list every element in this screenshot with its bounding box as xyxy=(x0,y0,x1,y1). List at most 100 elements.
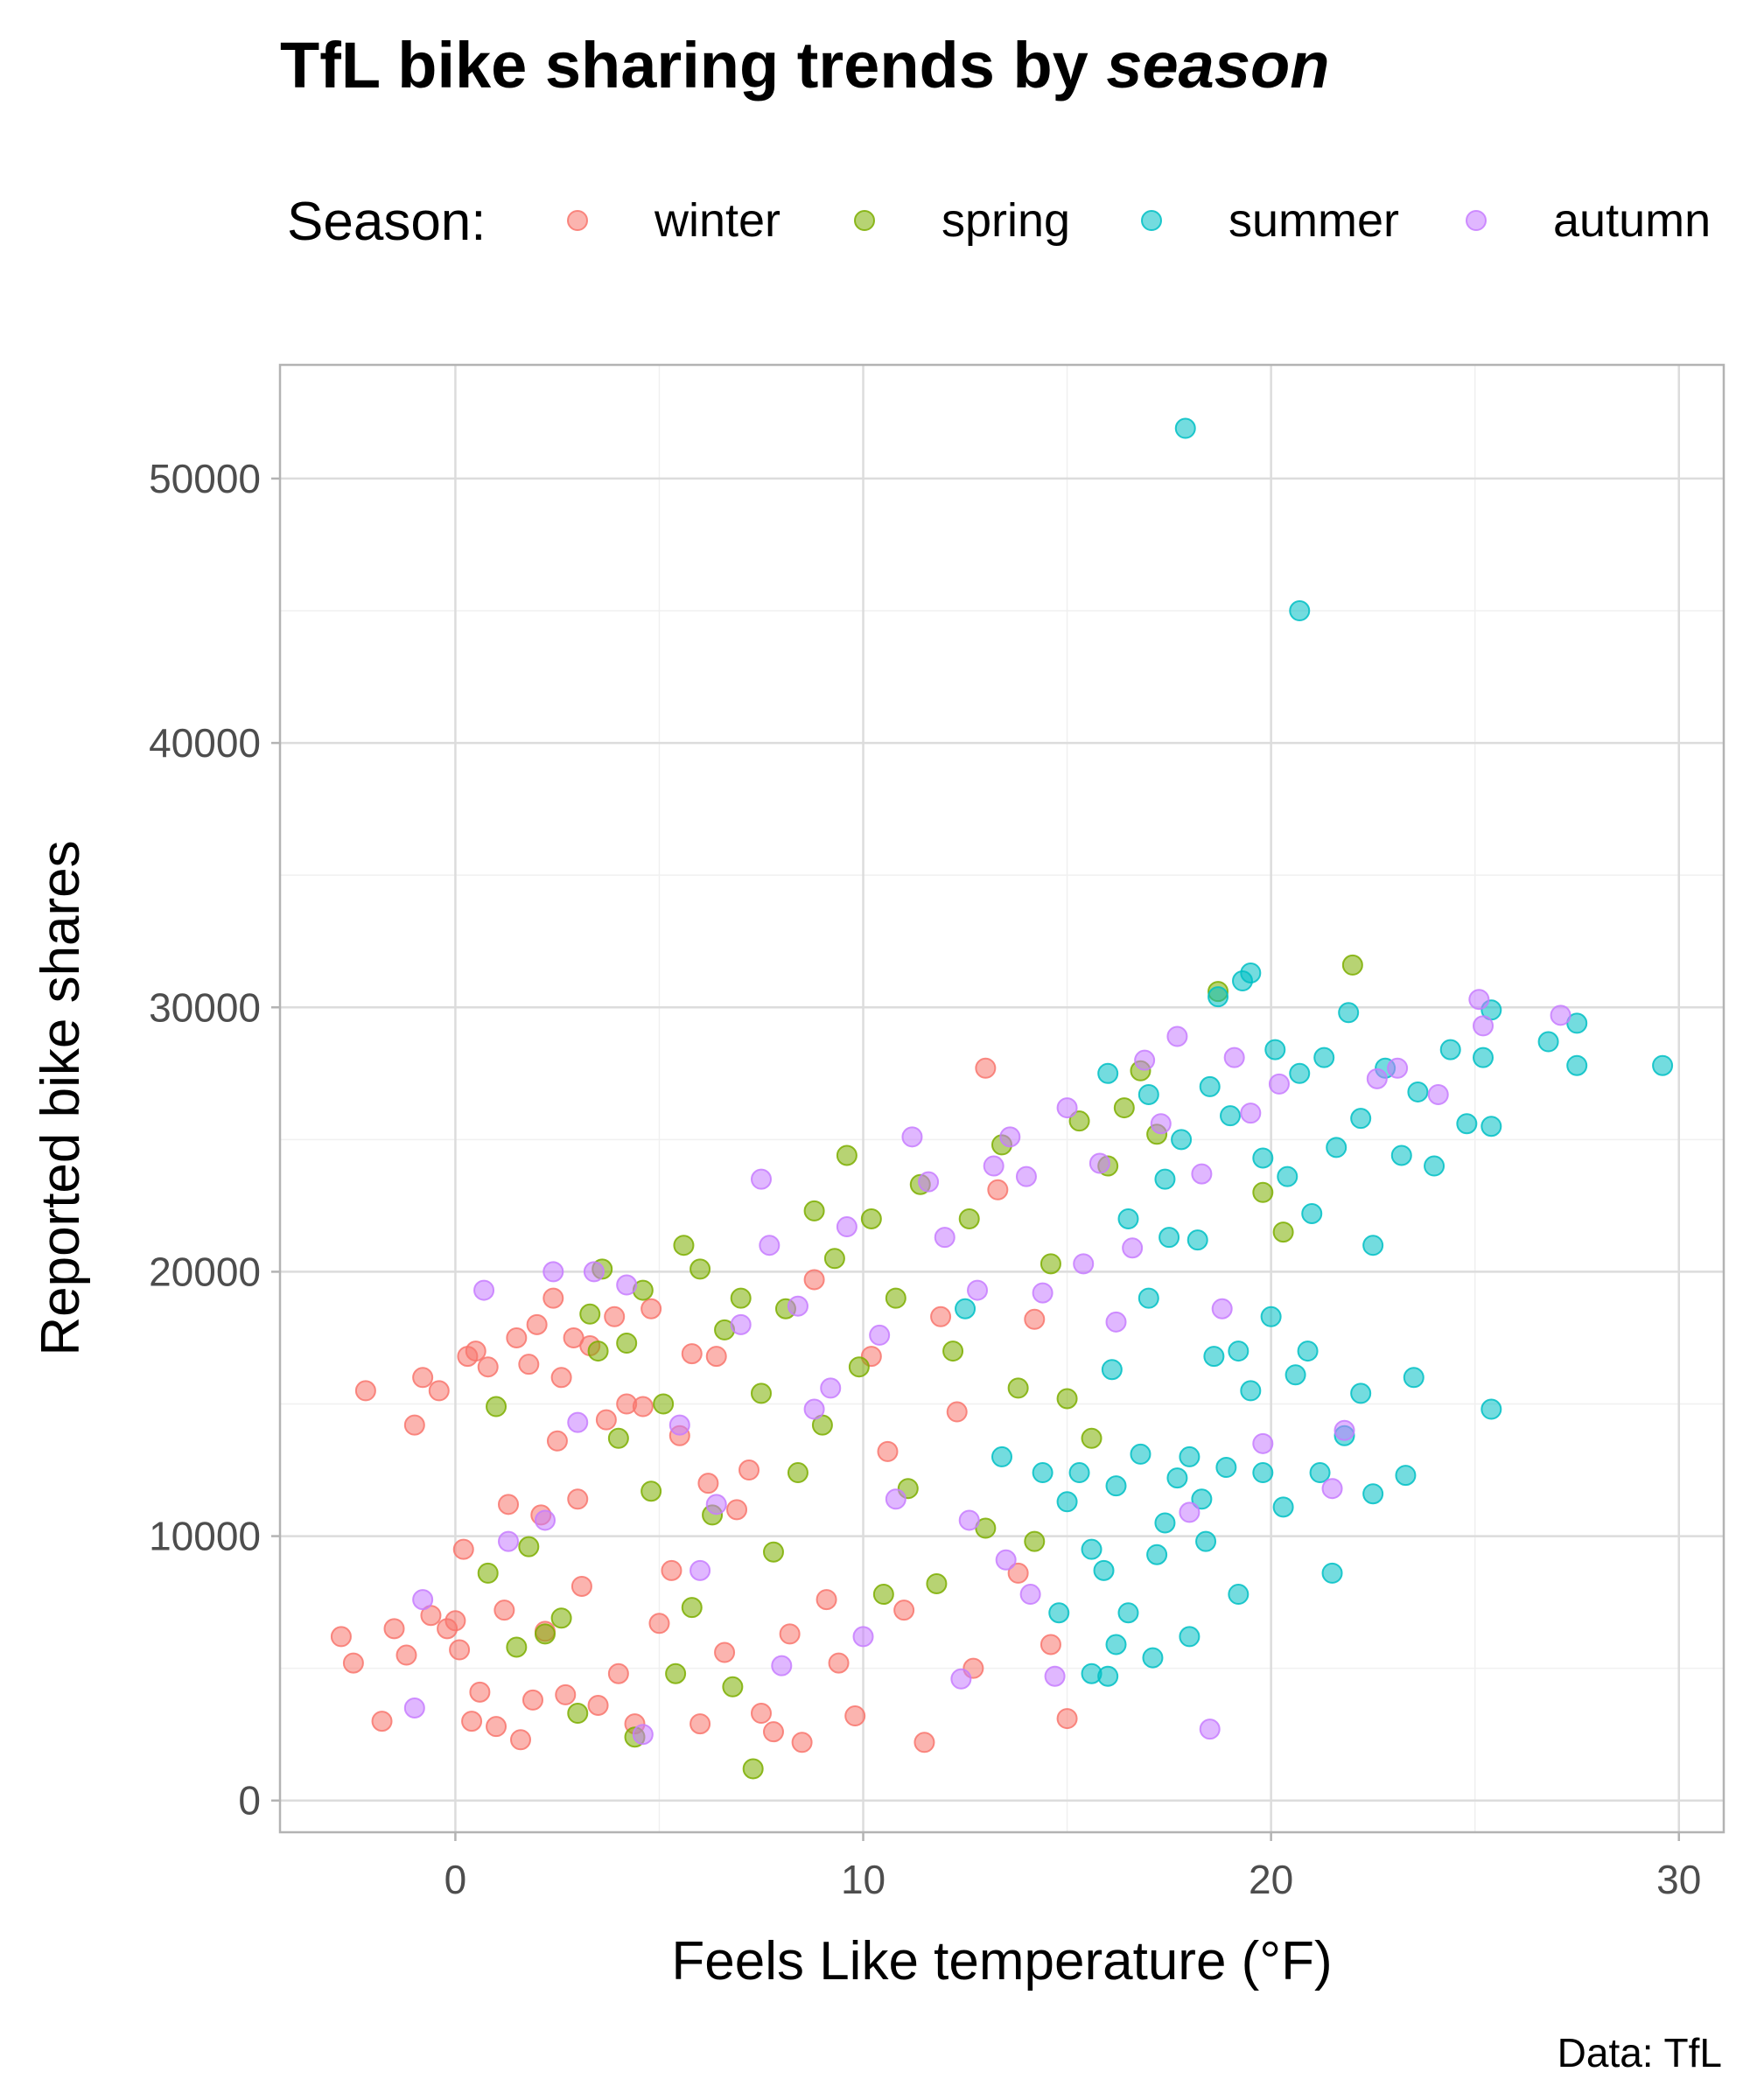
data-point-summer xyxy=(955,1298,976,1320)
data-point-summer xyxy=(1097,1062,1119,1084)
data-point-autumn xyxy=(567,1411,589,1433)
data-point-spring xyxy=(722,1676,744,1698)
data-point-spring xyxy=(681,1597,703,1619)
data-point-winter xyxy=(465,1340,486,1362)
data-point-autumn xyxy=(1122,1237,1144,1259)
data-point-winter xyxy=(550,1367,572,1389)
data-point-summer xyxy=(1138,1287,1159,1309)
data-point-winter xyxy=(779,1623,801,1645)
data-point-winter xyxy=(444,1610,466,1632)
data-point-spring xyxy=(848,1356,870,1378)
legend-key-spring xyxy=(854,210,875,231)
data-point-summer xyxy=(1081,1538,1102,1560)
data-point-summer xyxy=(1199,1075,1221,1097)
data-point-summer xyxy=(1203,1346,1225,1368)
data-point-summer xyxy=(1407,1081,1429,1102)
data-point-summer xyxy=(1403,1367,1424,1389)
legend-label-autumn: autumn xyxy=(1553,194,1711,247)
data-point-spring xyxy=(742,1758,764,1780)
data-point-summer xyxy=(1191,1488,1213,1510)
data-point-winter xyxy=(632,1396,654,1418)
legend-key-winter xyxy=(567,210,588,231)
data-point-summer xyxy=(1158,1227,1180,1249)
data-point-summer xyxy=(1473,1046,1494,1068)
data-point-winter xyxy=(738,1460,760,1481)
data-point-summer xyxy=(1289,600,1311,622)
data-point-spring xyxy=(587,1340,609,1362)
data-point-summer xyxy=(1186,1229,1208,1251)
chart-title-text: TfL bike sharing trends by xyxy=(280,29,1106,102)
data-point-winter xyxy=(648,1613,670,1634)
data-point-summer xyxy=(1537,1031,1559,1053)
data-point-winter xyxy=(587,1694,609,1716)
data-point-winter xyxy=(828,1652,850,1674)
data-point-spring xyxy=(486,1396,508,1418)
data-point-autumn xyxy=(632,1724,654,1746)
data-point-winter xyxy=(705,1346,727,1368)
x-axis-title: Feels Like temperature (°F) xyxy=(671,1931,1332,1992)
data-point-autumn xyxy=(901,1126,923,1148)
data-point-summer xyxy=(1480,1116,1502,1138)
data-point-spring xyxy=(518,1536,540,1558)
data-point-autumn xyxy=(583,1261,605,1283)
data-point-autumn xyxy=(995,1549,1017,1571)
data-point-winter xyxy=(714,1642,736,1663)
data-point-spring xyxy=(958,1208,980,1229)
data-point-summer xyxy=(1264,1039,1286,1060)
data-point-summer xyxy=(1240,962,1262,984)
data-point-summer xyxy=(1252,1147,1274,1169)
data-point-summer xyxy=(1171,1129,1193,1151)
data-point-winter xyxy=(542,1287,564,1309)
data-point-spring xyxy=(803,1200,825,1222)
data-point-summer xyxy=(1313,1046,1335,1068)
data-point-winter xyxy=(640,1298,662,1320)
data-point-autumn xyxy=(1019,1584,1041,1606)
legend-label-spring: spring xyxy=(942,194,1070,247)
data-point-summer xyxy=(1056,1491,1078,1513)
data-point-summer xyxy=(1326,1137,1348,1158)
data-point-autumn xyxy=(668,1414,690,1436)
data-point-summer xyxy=(1350,1108,1372,1130)
data-point-winter xyxy=(893,1600,915,1621)
y-axis-title: Reported bike shares xyxy=(31,840,91,1355)
data-point-winter xyxy=(762,1721,784,1743)
data-point-summer xyxy=(1289,1062,1311,1084)
y-tick-label: 30000 xyxy=(149,984,261,1030)
data-point-spring xyxy=(653,1393,675,1415)
data-point-spring xyxy=(730,1287,752,1309)
data-point-winter xyxy=(681,1343,703,1365)
data-point-summer xyxy=(1138,1083,1159,1105)
data-point-winter xyxy=(914,1732,935,1754)
data-point-autumn xyxy=(1179,1502,1200,1523)
x-tick-label: 20 xyxy=(1249,1857,1293,1902)
chart-title-emphasis: season xyxy=(1106,29,1329,102)
data-point-winter xyxy=(354,1380,376,1402)
data-point-autumn xyxy=(869,1324,891,1346)
data-point-autumn xyxy=(1056,1097,1078,1119)
data-point-summer xyxy=(1439,1039,1461,1060)
y-tick-label: 40000 xyxy=(149,720,261,766)
data-point-winter xyxy=(546,1430,568,1452)
data-point-summer xyxy=(1174,417,1196,439)
legend-item-summer: summer xyxy=(1141,194,1399,247)
data-point-autumn xyxy=(616,1274,638,1296)
data-point-autumn xyxy=(759,1235,780,1256)
data-point-summer xyxy=(1048,1602,1070,1624)
y-tick-label: 20000 xyxy=(149,1249,261,1294)
data-point-summer xyxy=(1350,1382,1372,1404)
x-axis-ticks: 0 10 20 30 xyxy=(444,1832,1701,1902)
data-point-autumn xyxy=(534,1509,556,1531)
data-point-winter xyxy=(449,1639,471,1661)
data-point-spring xyxy=(579,1303,601,1325)
data-point-summer xyxy=(1154,1168,1176,1190)
data-point-summer xyxy=(1179,1446,1200,1467)
data-point-winter xyxy=(930,1306,952,1327)
data-point-spring xyxy=(1081,1427,1102,1449)
legend-title: Season: xyxy=(287,192,486,252)
data-point-summer xyxy=(1424,1155,1446,1177)
data-point-spring xyxy=(567,1703,589,1725)
data-point-summer xyxy=(1456,1113,1478,1135)
data-point-spring xyxy=(1341,954,1363,976)
data-point-spring xyxy=(1056,1388,1078,1410)
data-point-autumn xyxy=(1105,1311,1127,1333)
